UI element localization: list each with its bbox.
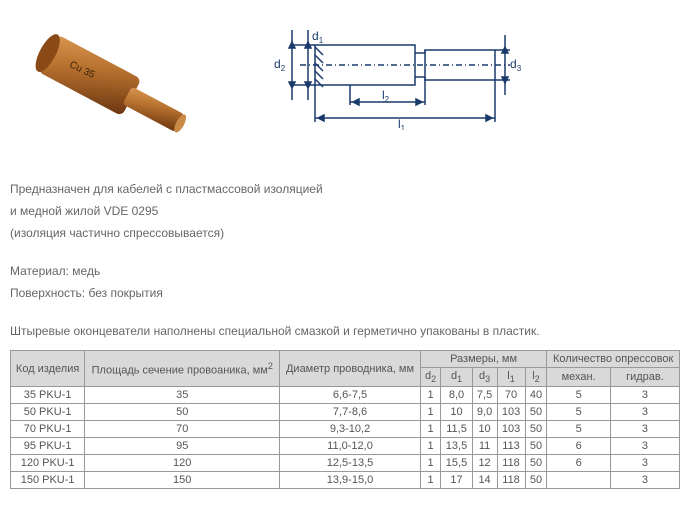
cell-area: 50 (85, 404, 280, 421)
cell-l1: 103 (497, 404, 525, 421)
cell-hydr: 3 (610, 387, 679, 404)
cell-d2: 1 (420, 404, 441, 421)
cell-d3: 11 (472, 438, 497, 455)
image-row: Cu 35 (10, 10, 690, 160)
desc-line1: Предназначен для кабелей с пластмассовой… (10, 180, 690, 198)
svg-text:l2: l2 (382, 88, 390, 104)
desc-line3: (изоляция частично спрессовывается) (10, 224, 690, 242)
cell-hydr: 3 (610, 421, 679, 438)
cell-area: 35 (85, 387, 280, 404)
cell-l1: 113 (497, 438, 525, 455)
cell-d1: 13,5 (441, 438, 472, 455)
table-row: 120 PKU-112012,5-13,5115,5121185063 (11, 455, 680, 472)
cell-dia: 9,3-10,2 (280, 421, 421, 438)
cell-d3: 14 (472, 472, 497, 489)
cell-d3: 9,0 (472, 404, 497, 421)
th-d1: d1 (441, 368, 472, 387)
product-photo: Cu 35 (10, 10, 210, 160)
table-row: 50 PKU-1507,7-8,61109,01035053 (11, 404, 680, 421)
cell-dia: 11,0-12,0 (280, 438, 421, 455)
cell-l2: 50 (525, 421, 547, 438)
cell-d1: 15,5 (441, 455, 472, 472)
cell-d1: 10 (441, 404, 472, 421)
table-row: 35 PKU-1356,6-7,518,07,5704053 (11, 387, 680, 404)
technical-diagram: d2 d1 d3 l2 l1 (250, 10, 530, 130)
cell-d1: 17 (441, 472, 472, 489)
cell-d3: 7,5 (472, 387, 497, 404)
th-l2: l2 (525, 368, 547, 387)
cell-d2: 1 (420, 421, 441, 438)
th-area: Площадь сечение провоаника, мм2 (85, 351, 280, 387)
cell-l1: 118 (497, 472, 525, 489)
th-diameter: Диаметр проводника, мм (280, 351, 421, 387)
cell-hydr: 3 (610, 438, 679, 455)
th-presses: Количество опрессовок (547, 351, 680, 368)
cell-hydr: 3 (610, 472, 679, 489)
svg-text:l1: l1 (398, 117, 406, 130)
cell-mech: 6 (547, 455, 611, 472)
table-row: 70 PKU-1709,3-10,2111,5101035053 (11, 421, 680, 438)
cell-mech: 6 (547, 438, 611, 455)
cell-dia: 13,9-15,0 (280, 472, 421, 489)
desc-material: Материал: медь (10, 262, 690, 280)
cell-d1: 8,0 (441, 387, 472, 404)
cell-mech: 5 (547, 387, 611, 404)
cell-l1: 118 (497, 455, 525, 472)
spec-table: Код изделия Площадь сечение провоаника, … (10, 350, 680, 489)
svg-text:d1: d1 (312, 29, 324, 45)
cell-code: 35 PKU-1 (11, 387, 85, 404)
svg-text:d2: d2 (274, 57, 286, 73)
cell-l2: 50 (525, 404, 547, 421)
th-l1: l1 (497, 368, 525, 387)
cell-d3: 10 (472, 421, 497, 438)
table-row: 150 PKU-115013,9-15,01171411850 3 (11, 472, 680, 489)
cell-hydr: 3 (610, 404, 679, 421)
cell-d2: 1 (420, 472, 441, 489)
cell-l2: 50 (525, 455, 547, 472)
cell-hydr: 3 (610, 455, 679, 472)
cell-l1: 103 (497, 421, 525, 438)
cell-code: 95 PKU-1 (11, 438, 85, 455)
desc-line2: и медной жилой VDE 0295 (10, 202, 690, 220)
cell-area: 70 (85, 421, 280, 438)
cell-mech: 5 (547, 421, 611, 438)
th-mech: механ. (547, 368, 611, 387)
cell-area: 95 (85, 438, 280, 455)
desc-surface: Поверхность: без покрытия (10, 284, 690, 302)
cell-code: 150 PKU-1 (11, 472, 85, 489)
cell-l2: 40 (525, 387, 547, 404)
cell-d1: 11,5 (441, 421, 472, 438)
cell-dia: 6,6-7,5 (280, 387, 421, 404)
cell-d3: 12 (472, 455, 497, 472)
cell-dia: 7,7-8,6 (280, 404, 421, 421)
cell-d2: 1 (420, 438, 441, 455)
table-row: 95 PKU-19511,0-12,0113,5111135063 (11, 438, 680, 455)
cell-l2: 50 (525, 472, 547, 489)
cell-code: 70 PKU-1 (11, 421, 85, 438)
th-d3: d3 (472, 368, 497, 387)
svg-text:d3: d3 (510, 57, 522, 73)
cell-mech (547, 472, 611, 489)
th-code: Код изделия (11, 351, 85, 387)
cell-dia: 12,5-13,5 (280, 455, 421, 472)
desc-note: Штыревые оконцеватели наполнены специаль… (10, 322, 690, 340)
th-d2: d2 (420, 368, 441, 387)
cell-l1: 70 (497, 387, 525, 404)
cell-d2: 1 (420, 455, 441, 472)
th-sizes: Размеры, мм (420, 351, 547, 368)
cell-area: 150 (85, 472, 280, 489)
cell-l2: 50 (525, 438, 547, 455)
th-hydr: гидрав. (610, 368, 679, 387)
cell-code: 50 PKU-1 (11, 404, 85, 421)
cell-area: 120 (85, 455, 280, 472)
cell-mech: 5 (547, 404, 611, 421)
cell-d2: 1 (420, 387, 441, 404)
cell-code: 120 PKU-1 (11, 455, 85, 472)
